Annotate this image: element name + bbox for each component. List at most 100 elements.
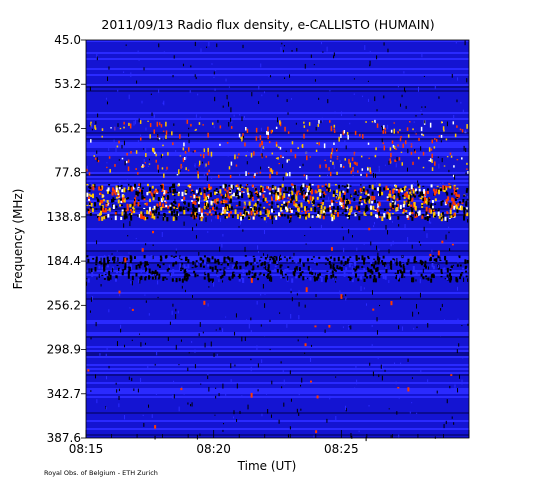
emission-fleck	[214, 88, 216, 91]
emission-fleck	[289, 209, 292, 213]
emission-fleck	[90, 182, 92, 187]
emission-fleck	[225, 257, 228, 260]
emission-fleck	[108, 183, 111, 186]
spectro-row	[86, 428, 469, 430]
emission-fleck	[322, 193, 325, 198]
emission-fleck	[333, 257, 336, 262]
emission-fleck	[279, 264, 282, 269]
emission-fleck	[114, 212, 117, 215]
emission-fleck	[328, 261, 331, 265]
emission-fleck	[106, 101, 108, 105]
emission-fleck	[407, 134, 410, 138]
emission-fleck	[435, 258, 438, 262]
emission-fleck	[268, 141, 271, 144]
emission-fleck	[190, 123, 192, 127]
emission-fleck	[149, 189, 152, 194]
emission-fleck	[100, 261, 103, 265]
emission-fleck	[232, 264, 235, 267]
emission-fleck	[293, 252, 295, 257]
emission-fleck	[431, 249, 433, 253]
x-tick-label: 08:15	[69, 442, 104, 456]
emission-fleck	[340, 260, 343, 265]
emission-fleck	[267, 134, 269, 140]
emission-fleck	[230, 195, 233, 200]
emission-fleck	[211, 175, 213, 179]
emission-fleck	[290, 398, 292, 402]
emission-fleck	[333, 269, 336, 272]
emission-fleck	[324, 183, 327, 186]
emission-fleck	[270, 75, 272, 78]
emission-fleck	[276, 191, 279, 195]
emission-fleck	[179, 269, 182, 271]
emission-fleck	[215, 387, 217, 389]
emission-fleck	[389, 158, 391, 163]
emission-fleck	[336, 265, 339, 269]
emission-fleck	[112, 267, 114, 273]
emission-fleck	[378, 248, 380, 252]
emission-fleck	[223, 183, 226, 189]
emission-fleck	[362, 95, 364, 98]
emission-fleck	[106, 256, 109, 260]
emission-fleck	[261, 140, 263, 146]
emission-fleck	[249, 190, 252, 193]
emission-fleck	[466, 212, 469, 217]
emission-fleck	[131, 308, 134, 311]
emission-fleck	[153, 210, 155, 216]
emission-fleck	[270, 130, 273, 134]
emission-fleck	[354, 161, 357, 165]
emission-fleck	[381, 138, 383, 143]
emission-fleck	[244, 186, 247, 189]
emission-fleck	[460, 101, 462, 104]
emission-fleck	[204, 195, 207, 200]
emission-fleck	[466, 259, 469, 264]
emission-fleck	[153, 332, 155, 334]
emission-fleck	[272, 257, 275, 259]
emission-fleck	[116, 341, 118, 347]
emission-fleck	[269, 173, 271, 179]
emission-fleck	[194, 200, 197, 205]
emission-fleck	[279, 254, 281, 257]
emission-fleck	[213, 281, 215, 287]
emission-fleck	[333, 212, 336, 215]
emission-fleck	[248, 201, 251, 206]
emission-fleck	[303, 194, 306, 199]
emission-fleck	[241, 186, 244, 188]
emission-fleck	[213, 71, 215, 75]
emission-fleck	[263, 197, 266, 201]
emission-fleck	[274, 215, 277, 218]
emission-fleck	[404, 261, 406, 266]
emission-fleck	[194, 149, 196, 153]
emission-fleck	[280, 361, 282, 364]
emission-fleck	[333, 130, 336, 133]
emission-fleck	[144, 261, 147, 266]
emission-fleck	[145, 267, 148, 272]
emission-fleck	[156, 192, 159, 194]
emission-fleck	[243, 208, 246, 214]
emission-fleck	[233, 266, 236, 269]
emission-fleck	[250, 152, 253, 158]
emission-fleck	[343, 129, 346, 134]
emission-fleck	[463, 213, 466, 217]
emission-fleck	[350, 277, 353, 280]
emission-fleck	[314, 79, 316, 82]
emission-fleck	[388, 197, 391, 202]
emission-fleck	[313, 275, 316, 278]
emission-fleck	[315, 149, 318, 152]
emission-fleck	[383, 145, 386, 151]
emission-fleck	[354, 387, 356, 390]
emission-fleck	[337, 256, 340, 262]
emission-fleck	[286, 323, 288, 328]
emission-fleck	[246, 128, 249, 133]
emission-fleck	[303, 125, 306, 128]
emission-fleck	[379, 191, 382, 197]
emission-fleck	[295, 122, 297, 125]
emission-fleck	[423, 189, 426, 194]
emission-fleck	[454, 174, 456, 180]
emission-fleck	[104, 274, 107, 276]
emission-fleck	[217, 274, 220, 277]
emission-fleck	[415, 133, 417, 135]
emission-fleck	[199, 433, 201, 437]
emission-fleck	[426, 214, 429, 217]
emission-fleck	[251, 194, 254, 199]
emission-fleck	[119, 268, 122, 274]
